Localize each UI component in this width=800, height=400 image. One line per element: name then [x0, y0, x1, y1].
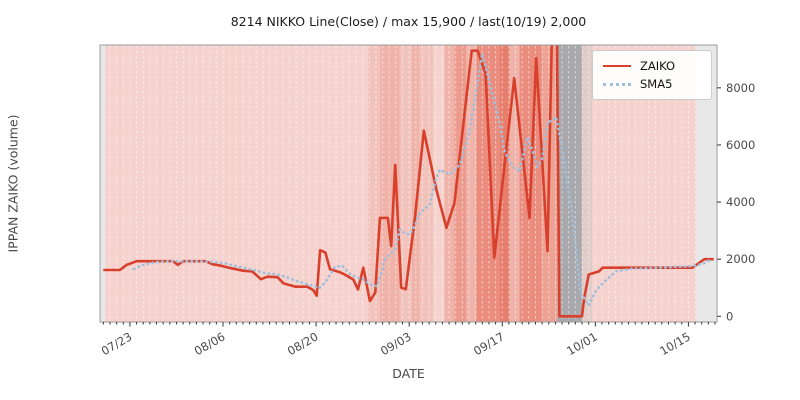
legend-entry-zaiko: ZAIKO — [603, 57, 703, 75]
zaiko-line-swatch — [603, 65, 631, 67]
price-band — [582, 45, 593, 322]
chart-title: 8214 NIKKO Line(Close) / max 15,900 / la… — [230, 14, 587, 29]
y-tick-label: 2000 — [726, 252, 755, 266]
y-tick-label: 8000 — [726, 81, 755, 95]
y-tick-label: 6000 — [726, 138, 755, 152]
plot-border — [99, 44, 718, 323]
price-band — [454, 45, 467, 322]
price-band — [499, 45, 510, 322]
legend-entry-sma5: SMA5 — [603, 75, 703, 93]
legend-label-zaiko: ZAIKO — [640, 59, 676, 73]
x-tick-label: 09/17 — [471, 329, 507, 358]
y-tick-label: 4000 — [726, 195, 755, 209]
price-band — [433, 45, 445, 322]
legend-label-sma5: SMA5 — [640, 77, 673, 91]
x-tick-label: 10/15 — [657, 329, 693, 358]
price-band — [379, 45, 400, 322]
x-tick-label: 08/06 — [192, 329, 228, 358]
x-tick-label: 08/20 — [285, 329, 321, 358]
price-band — [419, 45, 434, 322]
x-tick-label: 09/03 — [378, 329, 414, 358]
zaiko-line — [103, 45, 714, 318]
legend: ZAIKO SMA5 — [592, 50, 712, 100]
x-tick-label: 07/23 — [99, 329, 135, 358]
price-band — [509, 45, 520, 322]
sma5-line-swatch — [603, 82, 631, 86]
x-tick-label: 10/01 — [564, 329, 600, 358]
price-band — [399, 45, 412, 322]
price-band — [466, 45, 477, 322]
sma5-line — [132, 52, 713, 307]
y-tick-label: 0 — [726, 309, 733, 323]
price-band — [367, 45, 380, 322]
x-axis-label: DATE — [392, 366, 425, 381]
